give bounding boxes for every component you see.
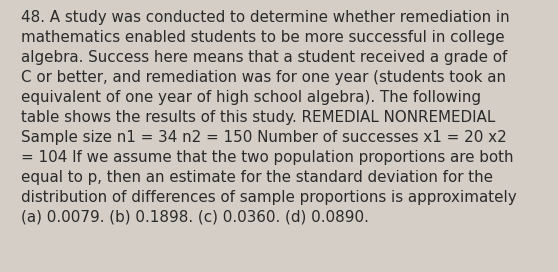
Text: 48. A study was conducted to determine whether remediation in
mathematics enable: 48. A study was conducted to determine w…: [21, 10, 517, 225]
